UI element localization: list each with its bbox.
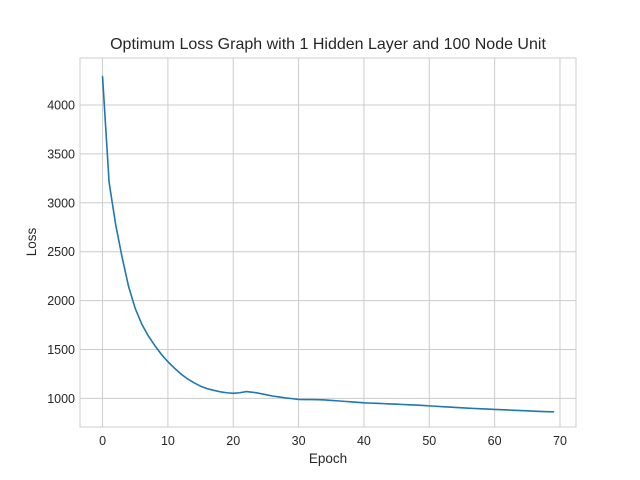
y-tick-label: 1500 bbox=[47, 343, 75, 357]
loss-series-line bbox=[101, 75, 555, 413]
y-tick-label: 1000 bbox=[47, 392, 75, 406]
grid bbox=[80, 58, 576, 427]
x-tick-label: 50 bbox=[422, 434, 436, 448]
y-tick-label: 4000 bbox=[47, 98, 75, 112]
tick-labels: 0 10 20 30 40 50 60 70 1000 1500 2000 2500 3000 3500 4… bbox=[47, 98, 567, 448]
chart-title: Optimum Loss Graph with 1 Hidden Layer a… bbox=[110, 36, 546, 53]
x-tick-label: 30 bbox=[292, 434, 306, 448]
x-tick-label: 70 bbox=[553, 434, 567, 448]
y-tick-label: 3500 bbox=[47, 147, 75, 161]
plot-frame bbox=[79, 57, 577, 428]
x-tick-label: 20 bbox=[226, 434, 240, 448]
y-tick-label: 3000 bbox=[47, 196, 75, 210]
x-tick-label: 60 bbox=[488, 434, 502, 448]
x-tick-label: 10 bbox=[161, 434, 175, 448]
series-layer bbox=[101, 75, 555, 413]
x-tick-label: 40 bbox=[357, 434, 371, 448]
y-tick-label: 2000 bbox=[47, 294, 75, 308]
x-tick-label: 0 bbox=[99, 434, 106, 448]
x-axis-title: Epoch bbox=[309, 451, 347, 466]
y-axis-title: Loss bbox=[24, 227, 39, 256]
y-tick-label: 2500 bbox=[47, 245, 75, 259]
plot-area bbox=[80, 58, 576, 427]
